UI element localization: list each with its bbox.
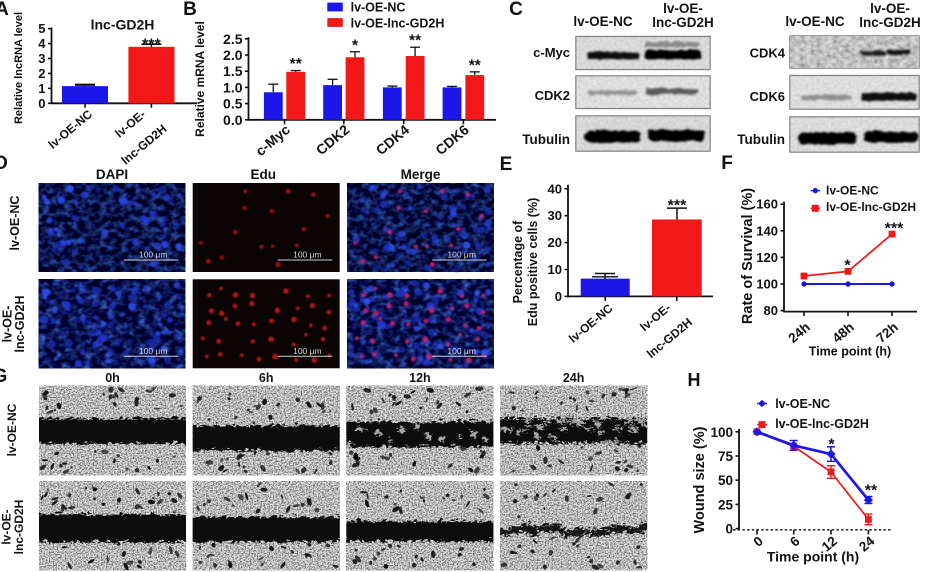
svg-text:DAPI: DAPI — [96, 167, 128, 182]
svg-text:Percentage of: Percentage of — [511, 220, 525, 304]
svg-text:4: 4 — [38, 36, 46, 51]
svg-text:lv-OE-: lv-OE- — [870, 1, 910, 16]
svg-text:lv-OE-lnc-GD2H: lv-OE-lnc-GD2H — [775, 417, 869, 431]
svg-text:lv-OE-NC: lv-OE-NC — [351, 1, 406, 15]
svg-text:Wound size (%): Wound size (%) — [692, 426, 708, 533]
svg-text:lv-OE-: lv-OE- — [663, 1, 703, 16]
svg-text:100: 100 — [756, 277, 778, 292]
svg-text:30: 30 — [548, 208, 562, 223]
svg-text:C: C — [509, 0, 523, 20]
svg-text:Edu: Edu — [250, 167, 276, 182]
svg-text:100: 100 — [710, 425, 733, 440]
svg-text:***: *** — [142, 37, 161, 54]
svg-text:lnc-GD2H: lnc-GD2H — [652, 15, 714, 30]
svg-text:1: 1 — [38, 81, 45, 96]
svg-text:100 μm: 100 μm — [293, 250, 322, 260]
svg-text:120: 120 — [756, 250, 778, 265]
svg-text:Relative mRNA level: Relative mRNA level — [193, 21, 207, 137]
svg-text:50: 50 — [718, 473, 733, 488]
svg-text:12h: 12h — [409, 371, 431, 385]
svg-text:0: 0 — [725, 522, 733, 537]
svg-text:24h: 24h — [563, 371, 585, 385]
svg-text:Rate of Survival (%): Rate of Survival (%) — [740, 188, 756, 324]
svg-text:1.0: 1.0 — [223, 79, 243, 95]
svg-text:lnc-GD2H: lnc-GD2H — [91, 17, 155, 33]
svg-text:75: 75 — [718, 449, 734, 464]
svg-text:Relative lncRNA level: Relative lncRNA level — [13, 12, 25, 124]
svg-text:100 μm: 100 μm — [447, 250, 476, 260]
svg-text:Edu positive cells (%): Edu positive cells (%) — [526, 198, 540, 327]
svg-text:1.5: 1.5 — [223, 63, 243, 79]
svg-text:H: H — [688, 370, 701, 390]
svg-text:lv-OE-NC: lv-OE-NC — [785, 14, 845, 29]
svg-text:Tubulin: Tubulin — [522, 132, 570, 147]
svg-text:Merge: Merge — [401, 167, 441, 182]
svg-text:lnc-GD2H: lnc-GD2H — [12, 500, 26, 555]
svg-text:10: 10 — [548, 262, 562, 277]
svg-text:A: A — [0, 0, 9, 20]
svg-text:lv-OE-NC: lv-OE-NC — [5, 403, 19, 456]
svg-text:40: 40 — [548, 181, 562, 196]
svg-text:**: ** — [469, 57, 482, 74]
svg-text:D: D — [0, 153, 8, 174]
svg-text:G: G — [0, 366, 7, 387]
svg-text:80: 80 — [764, 303, 778, 318]
svg-text:100 μm: 100 μm — [139, 346, 168, 356]
svg-text:***: *** — [668, 198, 687, 215]
svg-text:B: B — [183, 0, 197, 20]
svg-text:12: 12 — [819, 533, 840, 554]
svg-text:0: 0 — [555, 289, 562, 304]
svg-text:CDK6: CDK6 — [750, 89, 785, 104]
svg-text:lv-OE-: lv-OE- — [0, 509, 14, 544]
svg-text:***: *** — [885, 221, 904, 238]
svg-text:2.0: 2.0 — [223, 47, 243, 63]
svg-text:lnc-GD2H: lnc-GD2H — [859, 15, 921, 30]
svg-text:lv-OE-: lv-OE- — [1, 306, 15, 343]
svg-text:lv-OE-NC: lv-OE-NC — [775, 397, 830, 411]
svg-text:E: E — [500, 154, 513, 175]
svg-text:20: 20 — [548, 235, 562, 250]
svg-text:0.5: 0.5 — [223, 96, 243, 112]
svg-text:25: 25 — [718, 497, 734, 512]
svg-text:0.0: 0.0 — [223, 112, 243, 128]
svg-text:100 μm: 100 μm — [447, 346, 476, 356]
svg-text:lnc-GD2H: lnc-GD2H — [13, 296, 27, 353]
svg-text:**: ** — [409, 33, 422, 50]
svg-text:6h: 6h — [259, 371, 274, 385]
svg-text:*: * — [828, 437, 835, 454]
svg-text:F: F — [721, 153, 733, 174]
svg-text:0h: 0h — [105, 371, 120, 385]
svg-text:0: 0 — [38, 96, 45, 111]
svg-text:140: 140 — [756, 223, 778, 238]
svg-text:lv-OE-NC: lv-OE-NC — [826, 183, 879, 197]
svg-text:lv-OE-lnc-GD2H: lv-OE-lnc-GD2H — [826, 200, 916, 214]
svg-text:CDK4: CDK4 — [750, 46, 786, 61]
svg-text:100 μm: 100 μm — [139, 250, 168, 260]
svg-text:2: 2 — [38, 66, 45, 81]
svg-text:*: * — [352, 37, 359, 54]
svg-text:*: * — [844, 258, 851, 275]
svg-text:Tubulin: Tubulin — [737, 132, 785, 147]
svg-text:2.5: 2.5 — [223, 31, 243, 47]
svg-text:c-Myc: c-Myc — [533, 45, 570, 60]
svg-text:CDK2: CDK2 — [535, 88, 570, 103]
svg-text:160: 160 — [756, 197, 778, 212]
svg-text:100 μm: 100 μm — [293, 346, 322, 356]
svg-text:lv-OE-NC: lv-OE-NC — [573, 14, 633, 29]
svg-text:lv-OE-lnc-GD2H: lv-OE-lnc-GD2H — [351, 17, 445, 31]
svg-text:lv-OE-NC: lv-OE-NC — [8, 196, 22, 251]
svg-text:Time point (h): Time point (h) — [767, 549, 859, 565]
svg-text:**: ** — [290, 56, 303, 73]
svg-text:3: 3 — [38, 51, 45, 66]
svg-text:5: 5 — [38, 21, 45, 36]
svg-text:Time point (h): Time point (h) — [809, 345, 891, 359]
svg-text:**: ** — [865, 483, 878, 500]
